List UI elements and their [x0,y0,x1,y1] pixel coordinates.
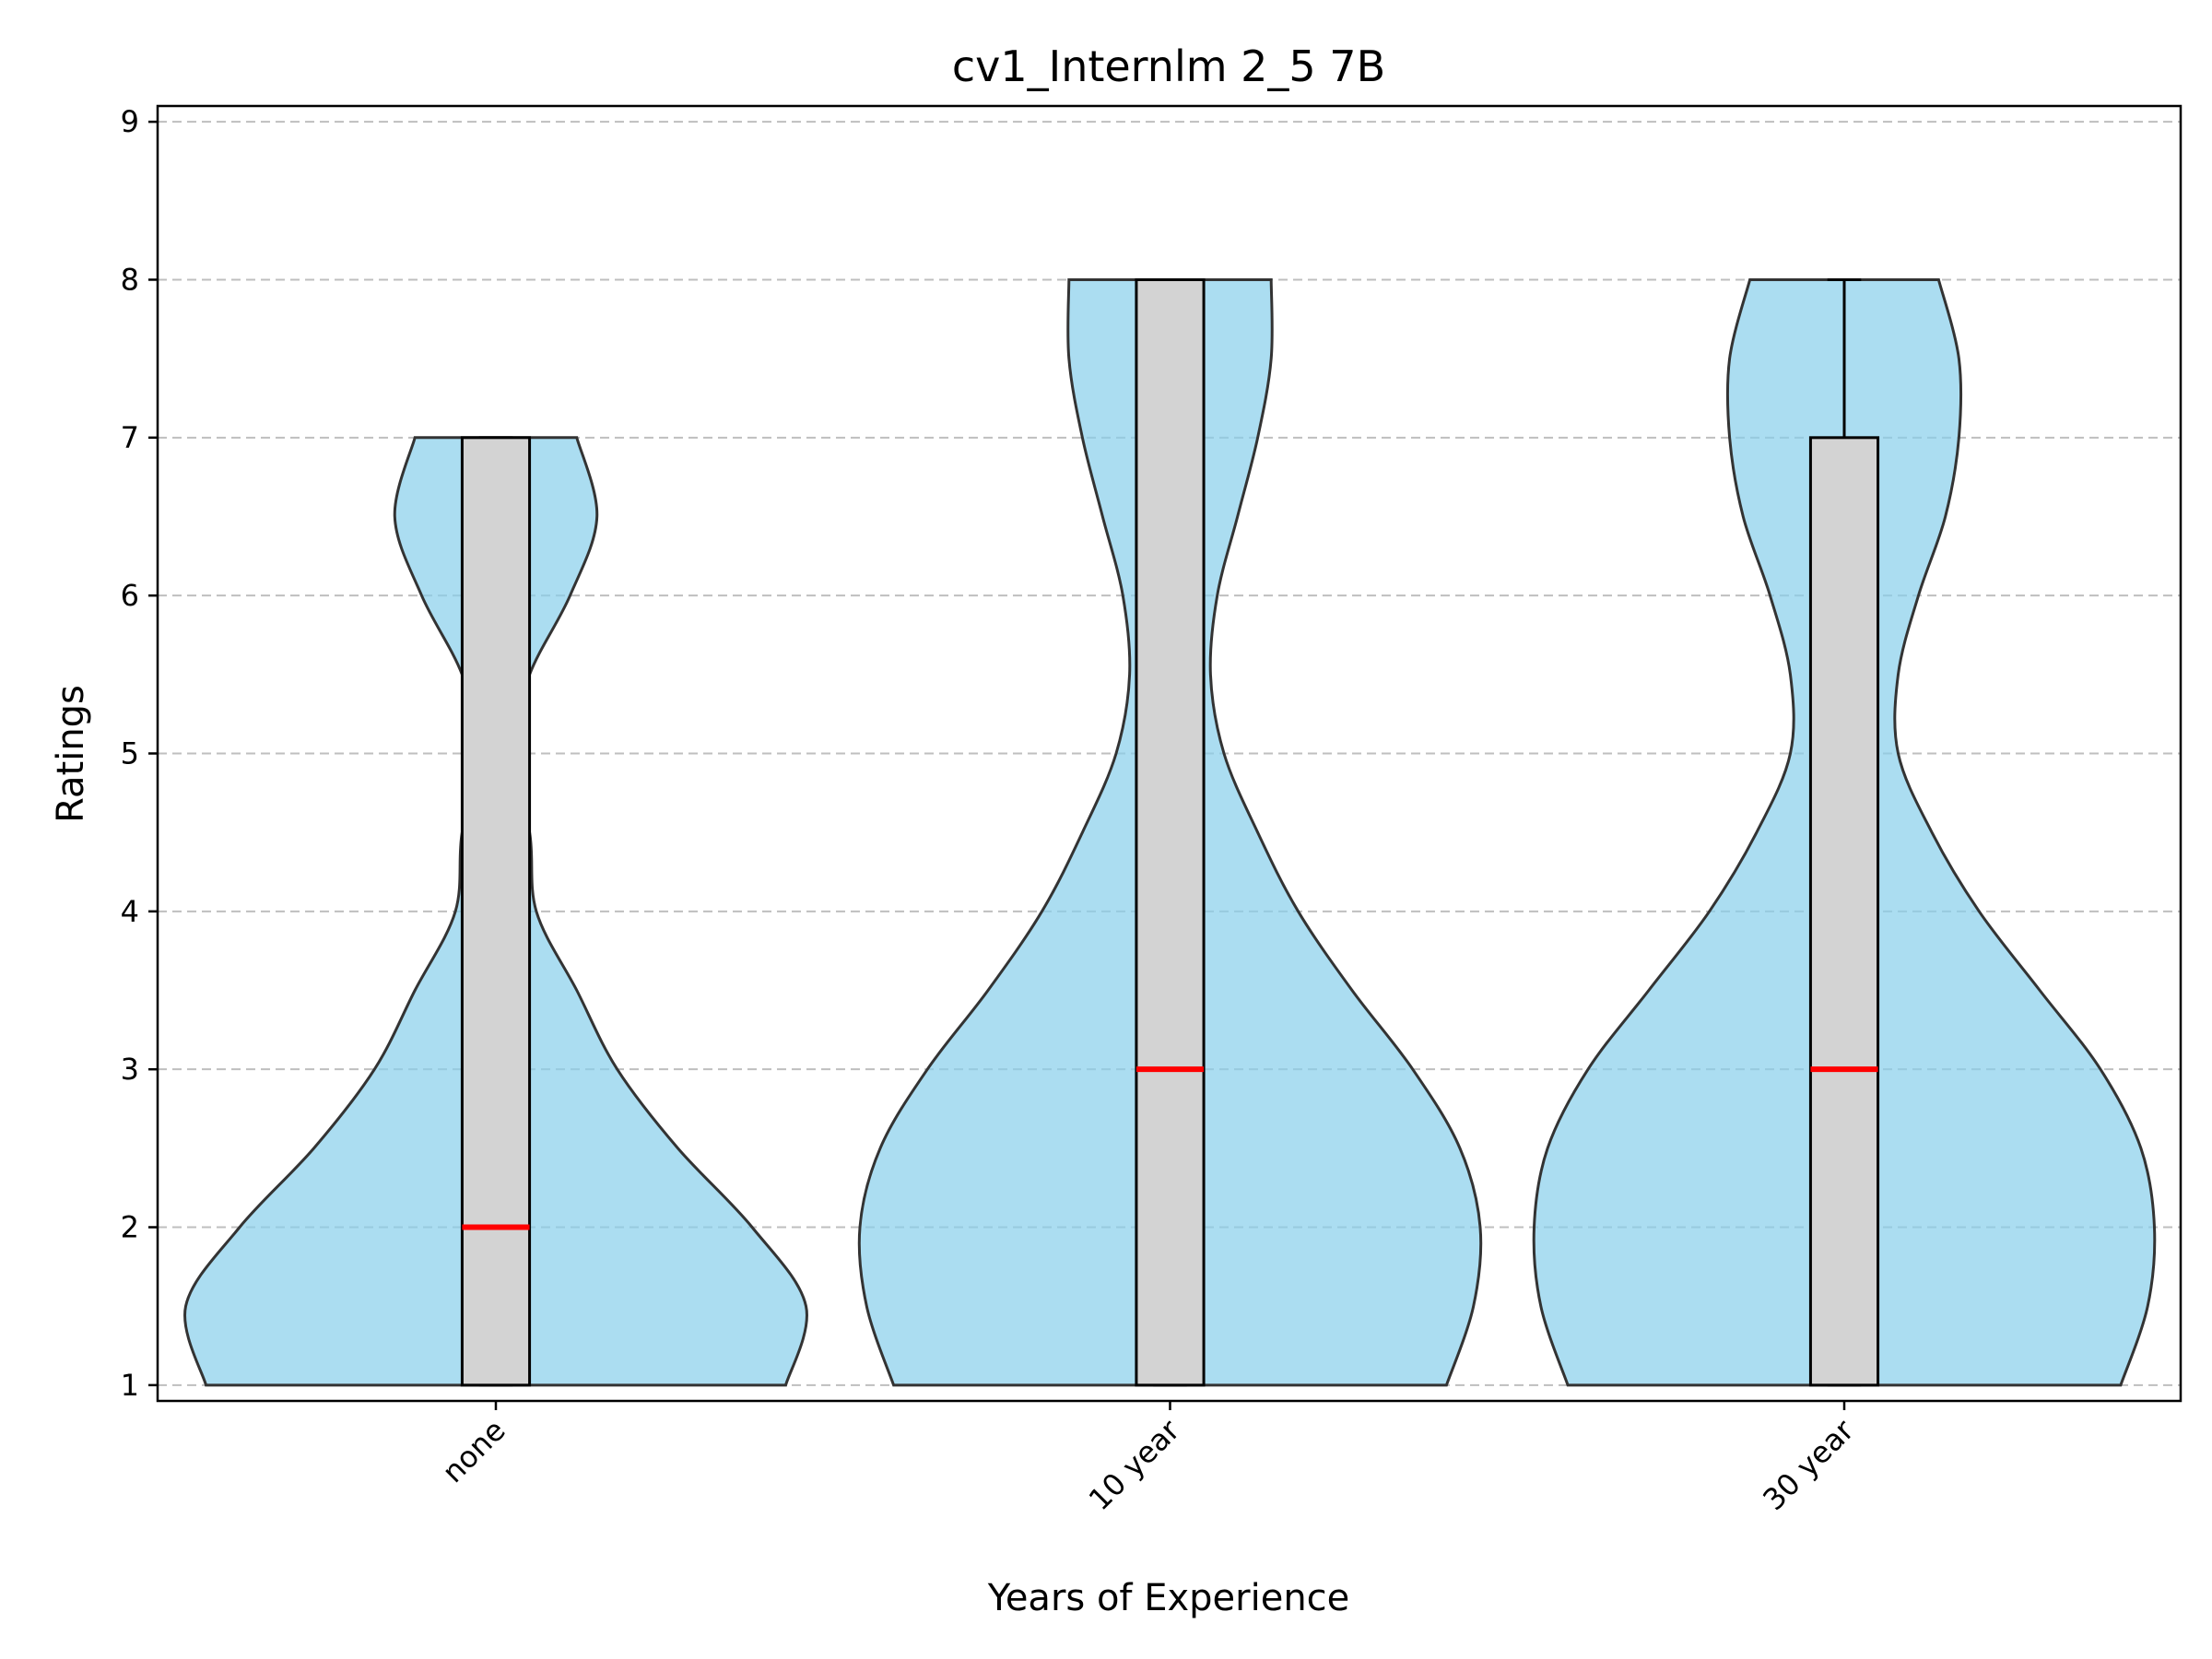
y-tick-label-8: 8 [121,262,139,297]
y-axis-label: Ratings [50,685,92,823]
x-axis-label: Years of Experience [987,1577,1350,1619]
x-tick-label-none: none [435,1413,512,1489]
box-10-year [1135,277,1206,1387]
y-tick-label-3: 3 [121,1052,139,1087]
box-30-year [1808,436,1880,1387]
y-tick-label-4: 4 [121,894,139,929]
y-tick-label-1: 1 [121,1368,139,1403]
x-tick-label-10-year: 10 year [1082,1412,1187,1517]
box-none [460,436,532,1387]
x-axis-ticks: none 10 year 30 year [435,1401,1861,1517]
y-tick-label-2: 2 [121,1210,139,1245]
y-tick-label-5: 5 [121,736,139,771]
chart-title: cv1_Internlm 2_5 7B [952,41,1385,91]
y-axis-ticks: 1 2 3 4 5 6 7 8 9 [121,104,158,1403]
y-tick-label-7: 7 [121,420,139,455]
y-tick-label-6: 6 [121,578,139,613]
x-tick-label-30-year: 30 year [1756,1412,1861,1517]
y-tick-label-9: 9 [121,104,139,139]
boxplots [460,277,1880,1387]
